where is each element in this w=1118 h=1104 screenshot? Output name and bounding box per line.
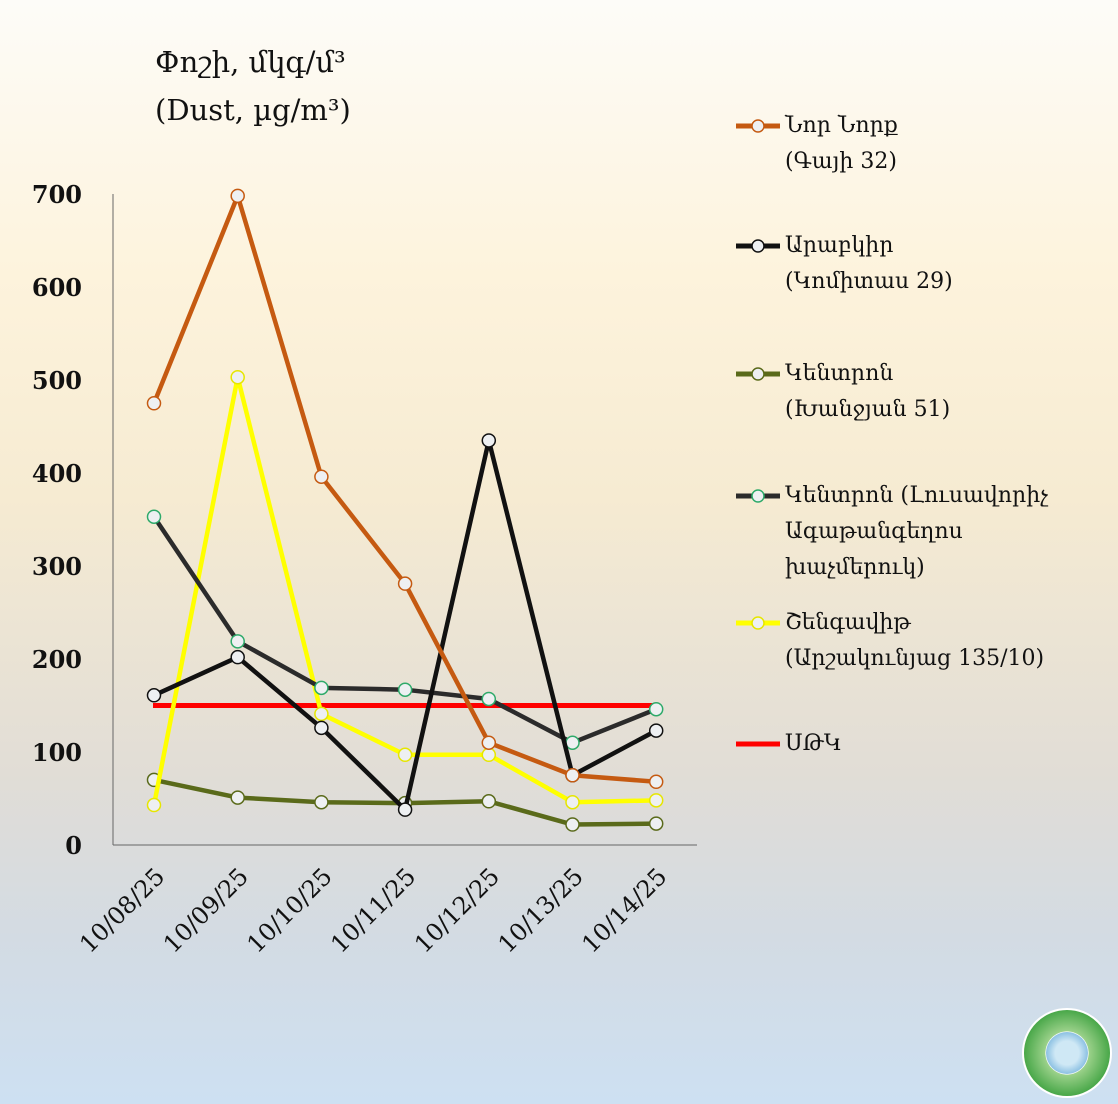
- legend-marker-icon: [736, 741, 780, 747]
- chart-title-armenian: Փոշի, մկգ/մ³: [155, 45, 346, 79]
- x-tick-label: 10/08/25: [74, 862, 170, 958]
- legend-label: Արաբկիր (Կոմիտաս 29): [785, 233, 953, 294]
- chart-subtitle: (Dust, µg/m³): [155, 93, 351, 127]
- x-tick-label: 10/11/25: [325, 862, 421, 958]
- y-tick-label: 300: [32, 552, 82, 581]
- data-point: [481, 433, 497, 448]
- data-point: [314, 720, 329, 736]
- legend-item: Կենտրոն (Խանջյան 51): [735, 356, 950, 428]
- data-point: [230, 649, 245, 665]
- legend-marker-icon: [736, 367, 780, 381]
- x-tick-label: 10/10/25: [242, 862, 338, 958]
- data-point: [314, 680, 329, 696]
- data-point: [314, 469, 329, 484]
- series-4: [146, 369, 664, 813]
- y-tick-label: 600: [32, 273, 82, 302]
- data-point: [648, 701, 664, 717]
- legend-item: Նոր Նորք (Գայի 32): [735, 108, 898, 180]
- x-tick-label: 10/14/25: [576, 862, 672, 958]
- legend-label: Շենգավիթ (Արշակունյաց 135/10): [785, 610, 1045, 671]
- data-point: [314, 794, 329, 810]
- data-point: [481, 691, 497, 707]
- data-point: [565, 768, 580, 783]
- series-3: [146, 509, 664, 750]
- data-point: [481, 735, 497, 750]
- data-point: [230, 369, 245, 385]
- legend-marker-icon: [736, 239, 780, 253]
- legend-marker-icon: [736, 119, 780, 133]
- data-point: [146, 688, 162, 703]
- data-point: [565, 794, 580, 810]
- legend-marker-icon: [736, 616, 780, 630]
- legend-item: Կենտրոն (Լուսավորիչ Ագաթանգեղոս խաչմերու…: [735, 478, 1048, 586]
- y-tick-label: 0: [65, 831, 82, 860]
- organization-logo: [1022, 1008, 1112, 1098]
- data-point: [565, 735, 580, 750]
- data-point: [314, 706, 329, 722]
- data-point: [648, 816, 664, 831]
- legend-label: Կենտրոն (Լուսավորիչ Ագաթանգեղոս խաչմերու…: [785, 483, 1049, 580]
- data-point: [565, 817, 580, 832]
- data-point: [146, 509, 162, 524]
- legend-label: Կենտրոն (Խանջյան 51): [785, 361, 951, 422]
- data-point: [230, 188, 245, 204]
- series-0: [146, 188, 664, 790]
- data-point: [397, 682, 413, 697]
- legend-label: Նոր Նորք (Գայի 32): [785, 113, 898, 174]
- data-point: [146, 797, 162, 813]
- x-tick-label: 10/13/25: [493, 862, 589, 958]
- legend-item: Շենգավիթ (Արշակունյաց 135/10): [735, 605, 1044, 677]
- data-point: [230, 790, 245, 805]
- legend-label: ՍԹԿ: [785, 731, 842, 756]
- x-tick-label: 10/12/25: [409, 862, 505, 958]
- data-point: [481, 747, 497, 763]
- data-point: [648, 774, 664, 790]
- data-point: [146, 396, 162, 411]
- data-point: [648, 723, 664, 738]
- y-tick-label: 200: [32, 645, 82, 674]
- data-point: [397, 747, 413, 763]
- legend-item: Արաբկիր (Կոմիտաս 29): [735, 228, 953, 300]
- y-tick-label: 700: [32, 180, 82, 209]
- data-point: [230, 634, 245, 649]
- series-line: [152, 515, 658, 745]
- y-tick-label: 500: [32, 366, 82, 395]
- y-tick-label: 100: [32, 738, 82, 767]
- data-point: [397, 576, 413, 591]
- data-point: [481, 794, 497, 809]
- data-point: [648, 793, 664, 808]
- legend-item: ՍԹԿ: [735, 726, 842, 762]
- data-point: [397, 802, 413, 817]
- x-tick-label: 10/09/25: [158, 862, 254, 958]
- legend-marker-icon: [736, 489, 780, 503]
- y-tick-label: 400: [32, 459, 82, 488]
- chart-title: Փոշի, մկգ/մ³ (Dust, µg/m³): [155, 38, 351, 134]
